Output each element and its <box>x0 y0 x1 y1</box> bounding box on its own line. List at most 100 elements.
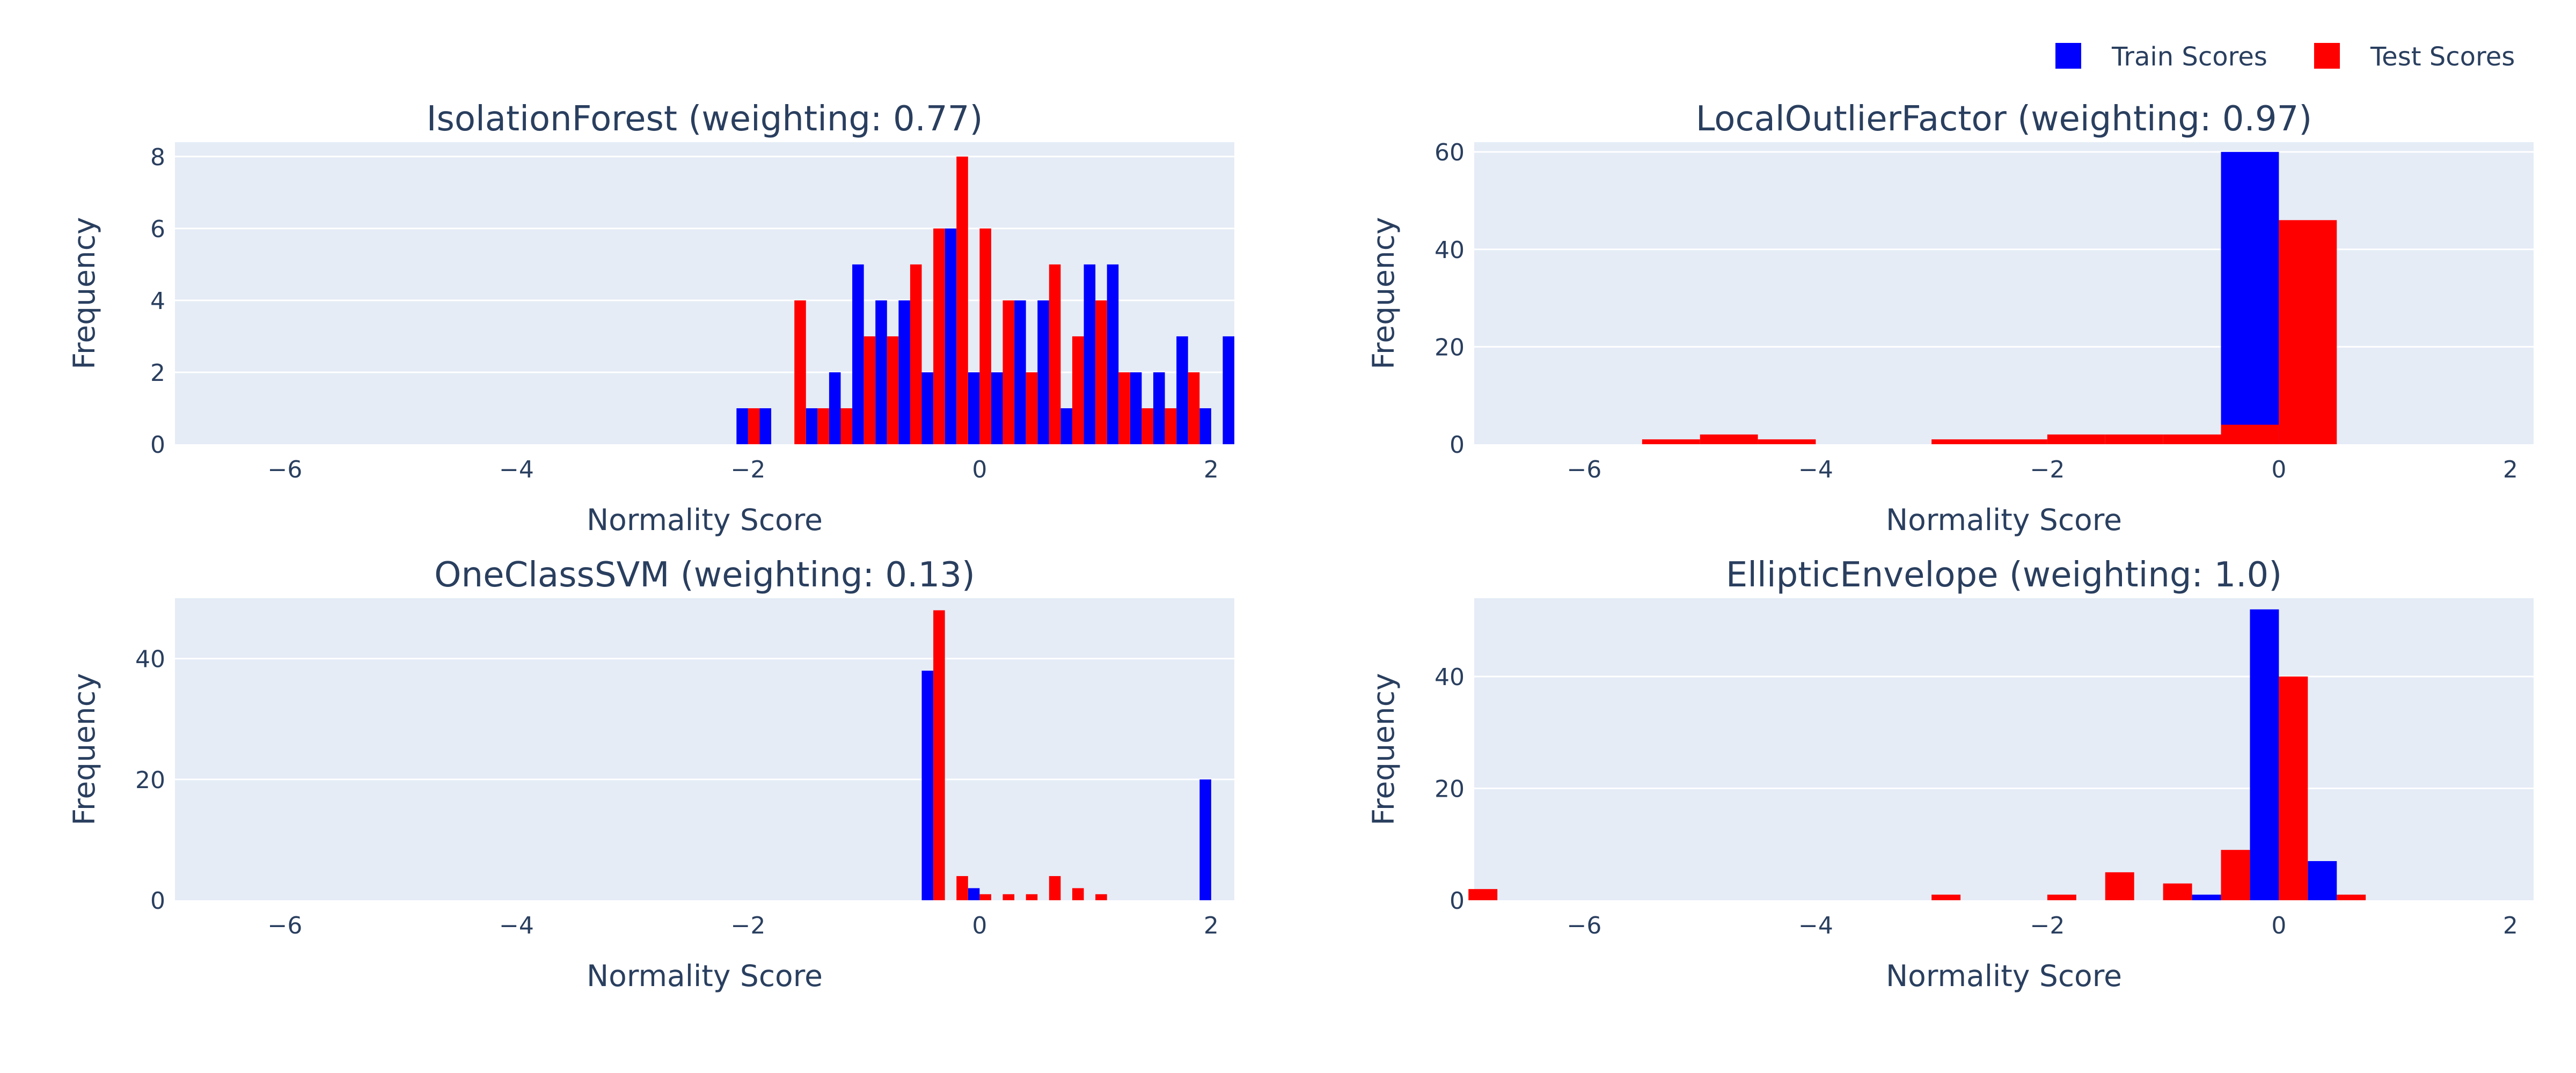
legend-swatch-test <box>2314 43 2340 69</box>
bar-test <box>817 408 829 444</box>
bar-train <box>2192 894 2221 900</box>
bar-train <box>945 228 957 444</box>
bar-train <box>921 372 934 444</box>
bar-test <box>1165 408 1177 444</box>
bar-test <box>979 228 991 444</box>
bar-test <box>2047 434 2105 444</box>
bar-test <box>2279 676 2308 900</box>
legend: Train Scores Test Scores <box>2055 42 2515 72</box>
y-tick-label: 4 <box>150 288 165 315</box>
x-axis-title: Normality Score <box>587 503 823 537</box>
bar-train <box>898 300 910 444</box>
bar-test <box>1188 372 1200 444</box>
bar-test <box>2163 883 2192 900</box>
bar-test <box>1642 439 1700 444</box>
subplot-title: OneClassSVM (weighting: 0.13) <box>434 555 975 595</box>
x-tick-label: 0 <box>2271 456 2286 483</box>
bar-test <box>1072 888 1084 900</box>
bar-train <box>1199 779 1211 900</box>
x-tick-label: −6 <box>268 912 303 939</box>
x-tick-label: −4 <box>1798 456 1833 483</box>
bar-train <box>1223 336 1234 444</box>
plot-area <box>1474 598 2534 900</box>
bar-train <box>875 300 887 444</box>
y-tick-label: 0 <box>150 431 165 459</box>
bar-test <box>2221 424 2279 444</box>
bar-test <box>2047 894 2076 900</box>
bar-test <box>1141 408 1153 444</box>
x-tick-label: −2 <box>2030 456 2065 483</box>
bar-train <box>759 408 772 444</box>
bar-test <box>887 336 899 444</box>
bar-test <box>933 228 945 444</box>
bar-test <box>1095 300 1107 444</box>
bar-train <box>829 372 841 444</box>
bar-test <box>2105 872 2134 900</box>
bar-test <box>1931 439 1990 444</box>
bar-test <box>1049 876 1061 900</box>
bar-train <box>736 408 748 444</box>
bar-test <box>1931 894 1961 900</box>
bar-test <box>2163 434 2221 444</box>
x-tick-label: −2 <box>730 456 765 483</box>
legend-label-test: Test Scores <box>2370 42 2515 72</box>
bar-test <box>1758 439 1816 444</box>
y-axis-title: Frequency <box>67 673 101 825</box>
bar-test <box>2105 434 2163 444</box>
bar-test <box>1026 372 1038 444</box>
x-tick-label: 2 <box>2503 456 2518 483</box>
bar-test <box>979 894 991 900</box>
legend-label-train: Train Scores <box>2111 42 2267 72</box>
y-axis-title: Frequency <box>1366 673 1401 825</box>
x-axis-title: Normality Score <box>1886 503 2122 537</box>
y-axis-title: Frequency <box>1366 217 1401 369</box>
x-tick-label: −4 <box>1798 912 1833 939</box>
y-tick-label: 0 <box>1450 887 1465 915</box>
x-axis-title: Normality Score <box>587 959 823 993</box>
x-tick-label: 2 <box>1204 912 1219 939</box>
y-tick-label: 40 <box>135 646 165 673</box>
bar-test <box>1026 894 1038 900</box>
bar-test <box>956 156 968 444</box>
subplot-0: 0 2 4 6 8 −6 −4 −2 0 2 IsolationForest (weighting:… <box>67 99 1234 537</box>
bar-train <box>968 888 980 900</box>
plot-area <box>1474 142 2534 444</box>
y-tick-label: 20 <box>1435 334 1465 361</box>
bar-train <box>991 372 1003 444</box>
bar-train <box>1107 264 1119 444</box>
y-tick-label: 60 <box>1435 139 1465 166</box>
bar-train <box>1130 372 1142 444</box>
plot-area <box>175 598 1234 900</box>
bar-test <box>863 336 876 444</box>
x-tick-label: −6 <box>268 456 303 483</box>
bar-train <box>1199 408 1211 444</box>
bar-train <box>1176 336 1188 444</box>
bar-test <box>794 300 806 444</box>
bar-train <box>921 671 934 900</box>
bar-train <box>806 408 818 444</box>
bar-test <box>2221 850 2250 900</box>
legend-swatch-train <box>2055 43 2081 69</box>
x-tick-label: 2 <box>1204 456 1219 483</box>
x-tick-label: −6 <box>1567 912 1602 939</box>
bar-test <box>1002 300 1015 444</box>
y-tick-label: 40 <box>1435 664 1465 691</box>
subplot-3: 0 20 40 −6 −4 −2 0 2 EllipticEnvelope (weighting… <box>1366 555 2534 993</box>
y-tick-label: 20 <box>1435 775 1465 803</box>
y-tick-label: 40 <box>1435 237 1465 264</box>
x-tick-label: 2 <box>2503 912 2518 939</box>
y-tick-label: 0 <box>150 887 165 915</box>
bar-test <box>1072 336 1084 444</box>
x-tick-label: −4 <box>499 912 534 939</box>
bar-test <box>1049 264 1061 444</box>
subplot-2: 0 20 40 −6 −4 −2 0 2 OneClassSVM (weighting: 0.1… <box>67 555 1234 993</box>
bar-train <box>1014 300 1026 444</box>
bar-test <box>1118 372 1130 444</box>
x-tick-label: −6 <box>1567 456 1602 483</box>
bar-train <box>2250 609 2279 900</box>
y-tick-label: 8 <box>150 144 165 171</box>
bar-train <box>1153 372 1165 444</box>
subplot-title: IsolationForest (weighting: 0.77) <box>427 99 983 139</box>
subplot-1: 0 20 40 60 −6 −4 −2 0 2 LocalOutlierFactor (weigh… <box>1366 99 2534 537</box>
